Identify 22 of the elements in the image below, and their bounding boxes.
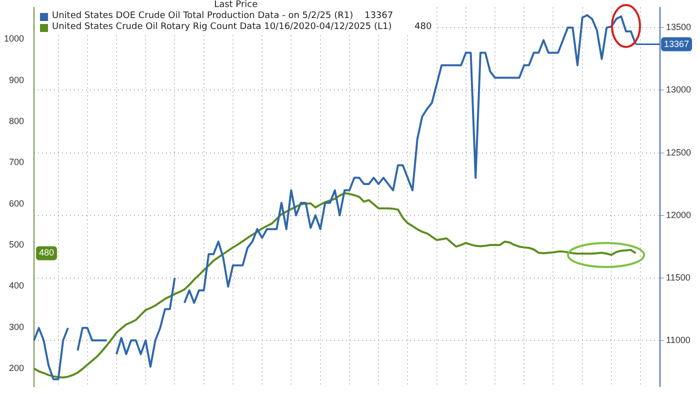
y2-tick-label: 13500 xyxy=(666,22,692,32)
annotation: 13367 xyxy=(363,11,394,22)
legend-title: Last Price xyxy=(213,0,259,11)
y2-tick-label: 12000 xyxy=(666,210,692,220)
legend-label: United States DOE Crude Oil Total Production Data - on 5/2/25 (R1) xyxy=(52,11,354,22)
y-tick-label: 300 xyxy=(8,322,24,332)
y-tick-label: 600 xyxy=(8,198,24,208)
y-tick-label: 900 xyxy=(8,74,24,85)
y-tick-label: 500 xyxy=(8,239,24,250)
y2-tick-label: 12500 xyxy=(666,147,692,158)
text: 480 xyxy=(414,22,432,32)
y-tick-label: 700 xyxy=(8,157,24,168)
y2-tick-label: 11500 xyxy=(666,272,690,282)
y-tick-label: 800 xyxy=(8,116,24,126)
annotation: 480 xyxy=(38,248,54,258)
y-tick-label: 1000 xyxy=(4,34,24,44)
legend-label: United States Crude Oil Rotary Rig Count Data 10/16/2020-04/12/2025 (L1) xyxy=(52,22,392,33)
y2-tick-label: 11000 xyxy=(666,334,690,345)
y2-tick-label: 13000 xyxy=(666,84,692,95)
y-tick-label: 400 xyxy=(8,280,24,291)
y-tick-label: 200 xyxy=(8,362,24,373)
text: 13367 xyxy=(664,38,690,49)
